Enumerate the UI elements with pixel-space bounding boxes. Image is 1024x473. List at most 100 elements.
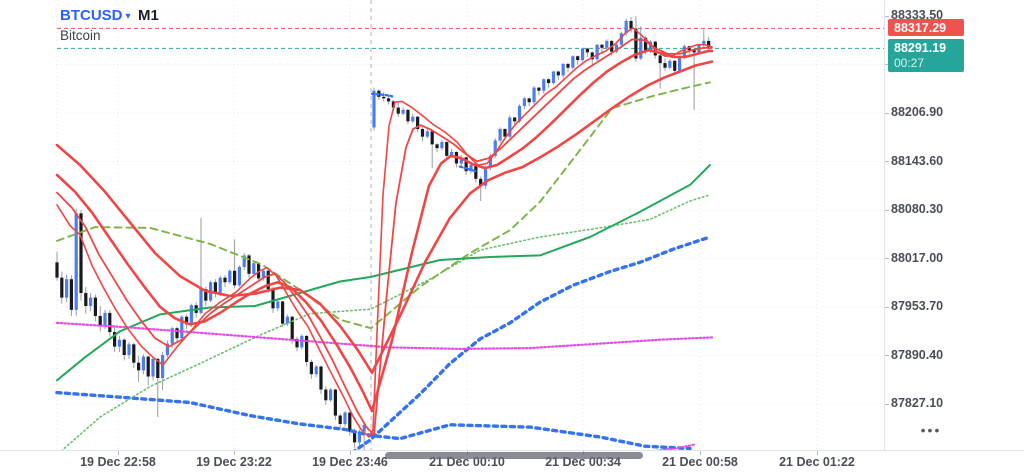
candle-body [305, 335, 309, 362]
candle-body [663, 63, 667, 68]
candle-body [571, 56, 575, 68]
price-axis-tick [885, 355, 889, 356]
candle-body [113, 332, 117, 347]
time-axis-tick [816, 451, 818, 455]
symbol-label: BTCUSD [60, 7, 123, 24]
candle-body [357, 431, 361, 443]
red-price-value: 88317.29 [894, 21, 947, 36]
candle-body [65, 279, 69, 298]
candle-body [590, 52, 594, 60]
price-axis-label: 88017.00 [891, 250, 944, 265]
price-axis-label: 88333.50 [891, 8, 944, 22]
ma-green-dashed [56, 81, 711, 330]
candle-body [343, 412, 347, 425]
time-axis-label: 21 Dec 01:22 [779, 455, 855, 469]
candle-body [74, 213, 78, 310]
candle-body [580, 48, 585, 61]
candle-body [257, 263, 261, 279]
candle-body [60, 277, 64, 298]
ema-red-medium [56, 38, 713, 436]
candle-body [702, 40, 706, 46]
candle-body [156, 358, 160, 379]
candle-body [420, 129, 425, 137]
candle-body [242, 255, 246, 267]
chart-canvas[interactable] [0, 0, 884, 450]
candle-body [668, 60, 672, 68]
candle-body [406, 109, 410, 122]
candle-body [483, 167, 488, 186]
candle-body [619, 33, 623, 45]
candle-body [290, 316, 294, 339]
time-axis-tick [233, 451, 235, 455]
candle-body [117, 339, 121, 347]
candle-body [430, 131, 434, 145]
candle-body [204, 289, 208, 301]
candle-body [333, 389, 337, 416]
candle-body [517, 106, 522, 122]
candle-body [624, 20, 628, 34]
price-axis-tick [885, 306, 889, 308]
candle-body [644, 37, 648, 52]
candle-body [213, 282, 217, 294]
candle-body [319, 366, 323, 390]
candle-body [127, 344, 131, 356]
last-price-value: 88291.19 [894, 41, 947, 56]
price-axis-more-button[interactable]: ••• [920, 422, 942, 438]
candle-body [464, 157, 468, 172]
candle-body [348, 412, 352, 432]
candle-body [425, 131, 429, 137]
ema-red-fast [56, 27, 713, 438]
candles [55, 16, 711, 450]
candle-body [488, 155, 492, 168]
candle-body [228, 270, 232, 283]
candle-body [416, 116, 420, 130]
candle-body [498, 129, 502, 141]
candle-body [459, 157, 463, 164]
price-axis-tick [885, 64, 889, 65]
candle-body [537, 87, 541, 91]
candle-body [271, 289, 275, 309]
candle-body [639, 37, 643, 59]
candle-body [362, 424, 366, 432]
candle-body [677, 57, 682, 71]
candle-body [252, 263, 256, 274]
interval-button[interactable]: M1 [137, 7, 159, 24]
candle-body [132, 344, 136, 363]
candle-body [141, 356, 145, 371]
candle-body [634, 28, 638, 59]
candle-body [479, 178, 483, 186]
candle-body [469, 165, 473, 172]
candle-body [386, 98, 391, 102]
candle-body [532, 87, 536, 103]
chevron-down-icon: ▾ [125, 11, 131, 22]
price-axis-label: 87953.70 [891, 299, 944, 313]
candle-body [84, 292, 88, 307]
candle-body [218, 277, 222, 294]
candle-body [295, 338, 299, 348]
candle-body [137, 362, 141, 371]
ema-red-slowest [55, 60, 714, 375]
ema-red-slow [55, 48, 714, 413]
ma-blue-dotted-rising [352, 235, 712, 450]
candle-body [411, 116, 415, 122]
candle-body [648, 41, 653, 52]
price-axis-tick [885, 209, 889, 211]
candle-body [329, 389, 333, 401]
price-axis[interactable]: 88317.29 88291.19 00:27 ••• 88333.50 8820… [884, 0, 1024, 450]
candle-body [450, 152, 454, 156]
candle-body [605, 40, 609, 48]
symbol-button[interactable]: BTCUSD ▾ [60, 7, 138, 24]
ma-magenta-stub [655, 443, 695, 450]
price-axis-tick [885, 403, 889, 405]
candle-body [170, 328, 174, 344]
candle-body [382, 96, 386, 99]
candle-body [595, 44, 599, 60]
signal-dots-dip [458, 165, 478, 173]
candle-body [551, 71, 556, 84]
candle-body [237, 266, 241, 286]
candle-body [396, 107, 400, 114]
horizontal-scrollbar[interactable] [385, 452, 643, 459]
price-axis-tick [885, 258, 889, 259]
candle-body [566, 63, 570, 68]
